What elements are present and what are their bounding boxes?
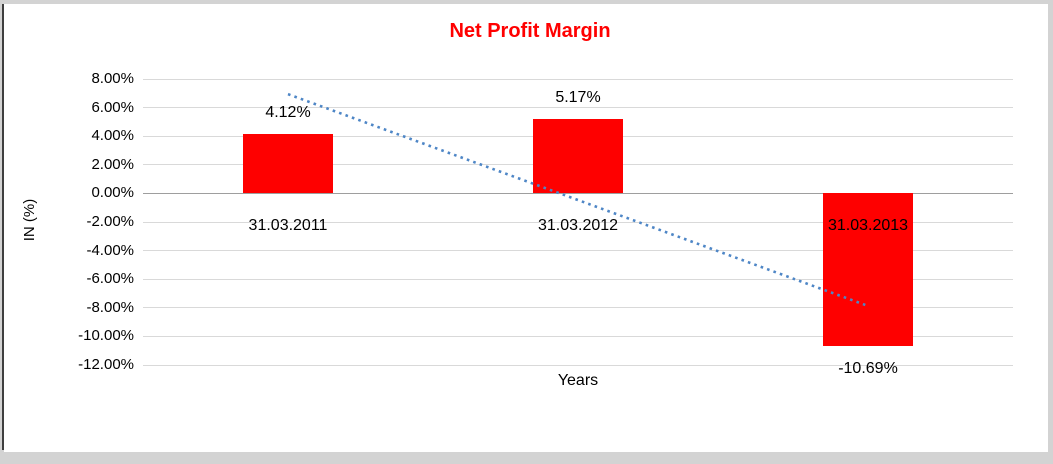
gridline	[143, 78, 1013, 80]
data-label: -10.69%	[838, 360, 898, 378]
bar	[823, 193, 913, 347]
y-tick-label: -6.00%	[86, 270, 134, 288]
x-axis-title: Years	[557, 372, 599, 389]
y-tick-label: -2.00%	[86, 213, 134, 230]
y-tick-label: -4.00%	[86, 241, 134, 259]
category-label: 31.03.2012	[537, 217, 619, 235]
bar	[243, 134, 333, 194]
gridline	[143, 335, 1013, 337]
left-border-line	[2, 4, 4, 450]
category-label: 31.03.2011	[248, 217, 328, 235]
gridline	[143, 307, 1013, 309]
y-tick-label: 4.00%	[91, 127, 134, 145]
data-label: 5.17%	[555, 89, 601, 107]
y-tick-label: 8.00%	[91, 70, 134, 87]
category-label: 31.03.2013	[827, 217, 909, 235]
bar	[533, 119, 623, 194]
y-tick-label: -12.00%	[78, 356, 134, 373]
y-tick-label: -10.00%	[78, 327, 134, 345]
data-label: 4.12%	[265, 104, 311, 122]
gridline	[143, 364, 1013, 366]
chart-title: Net Profit Margin	[449, 20, 611, 42]
y-tick-label: 6.00%	[91, 98, 134, 116]
y-tick-label: -8.00%	[86, 298, 134, 316]
y-tick-label: 0.00%	[91, 184, 134, 202]
y-tick-label: 2.00%	[91, 155, 134, 173]
